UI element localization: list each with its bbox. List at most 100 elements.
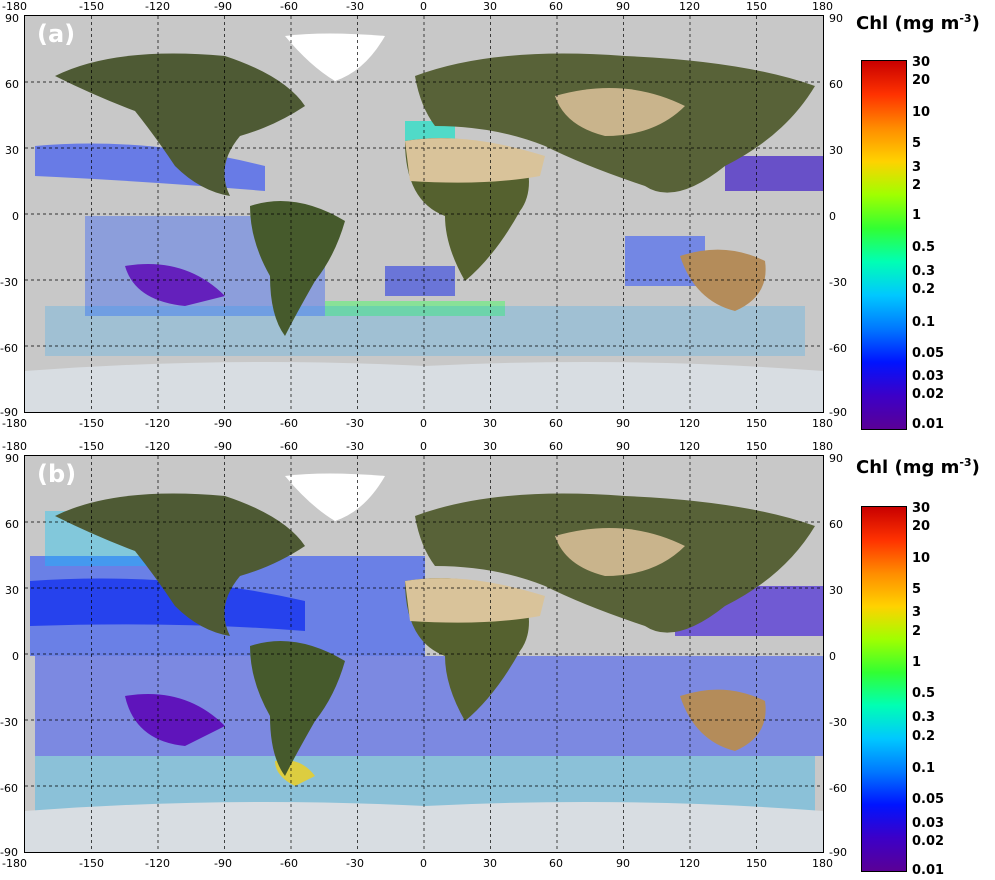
lon-tick-bottom: -30	[346, 417, 364, 430]
lon-tick-bottom: 150	[746, 857, 767, 870]
lat-tick-right: 0	[829, 650, 836, 663]
lon-tick-bottom: -120	[145, 417, 170, 430]
lat-tick-left: 90	[5, 12, 19, 25]
lon-tick-top: -60	[280, 440, 298, 453]
lon-tick-bottom: 120	[679, 857, 700, 870]
lon-tick-top: 150	[746, 440, 767, 453]
colorbar-tick: 2	[912, 178, 922, 193]
lon-tick-bottom: 30	[483, 417, 497, 430]
panel-b: (b) -180 -150 -120 -90 -60 -30 0 30 60 9…	[0, 440, 995, 880]
colorbar-tick: 5	[912, 136, 922, 151]
lat-tick-left: 90	[5, 452, 19, 465]
lon-tick-bottom: 90	[616, 417, 630, 430]
lon-tick-top: 30	[483, 440, 497, 453]
colorbar-title: Chl (mg m-3)	[856, 456, 980, 478]
colorbar-tick: 1	[912, 655, 922, 670]
lon-tick-bottom: -180	[2, 857, 27, 870]
colorbar-tick: 0.5	[912, 240, 936, 255]
lon-tick-bottom: 30	[483, 857, 497, 870]
colorbar-tick: 20	[912, 73, 931, 88]
lat-tick-left: -60	[0, 782, 18, 795]
panel-label: (b)	[37, 460, 77, 488]
lat-tick-right: -90	[829, 846, 847, 859]
lon-tick-top: -90	[214, 0, 232, 13]
lat-tick-left: -30	[0, 276, 18, 289]
colorbar	[861, 60, 907, 430]
lon-tick-bottom: -90	[214, 417, 232, 430]
lat-tick-left: 30	[5, 144, 19, 157]
lat-tick-right: -60	[829, 782, 847, 795]
lat-tick-left: -60	[0, 342, 18, 355]
lon-tick-bottom: 180	[812, 857, 833, 870]
lon-tick-bottom: -60	[280, 417, 298, 430]
colorbar-tick: 3	[912, 160, 922, 175]
colorbar-tick: 0.5	[912, 686, 936, 701]
panel-a: (a) -180 -150 -120 -90 -60 -30 0 30 60 9…	[0, 0, 980, 432]
lon-tick-top: 90	[616, 440, 630, 453]
colorbar-tick: 0.05	[912, 792, 945, 807]
map-canvas-b	[25, 456, 823, 852]
map-canvas-a	[25, 16, 823, 412]
lon-tick-top: 30	[483, 0, 497, 13]
lon-tick-top: -30	[346, 0, 364, 13]
colorbar-tick: 0.2	[912, 282, 936, 297]
continents	[25, 33, 823, 412]
lon-tick-top: -150	[79, 0, 104, 13]
lat-tick-right: -30	[829, 716, 847, 729]
colorbar-tick: 2	[912, 624, 922, 639]
colorbar-tick: 1	[912, 208, 922, 223]
lat-tick-left: 0	[12, 210, 19, 223]
chlorophyll-map-a: (a)	[24, 15, 824, 413]
lon-tick-bottom: 0	[420, 857, 427, 870]
lat-tick-right: 90	[829, 12, 843, 25]
colorbar-tick: 20	[912, 519, 931, 534]
lon-tick-bottom: -120	[145, 857, 170, 870]
lon-tick-top: 0	[420, 0, 427, 13]
lon-tick-bottom: -150	[79, 857, 104, 870]
colorbar-tick: 10	[912, 551, 931, 566]
colorbar-tick: 0.02	[912, 834, 945, 849]
colorbar-tick: 0.3	[912, 264, 936, 279]
colorbar-tick: 0.01	[912, 417, 945, 432]
lon-tick-bottom: -60	[280, 857, 298, 870]
colorbar-tick: 0.02	[912, 387, 945, 402]
lon-tick-top: 0	[420, 440, 427, 453]
lat-tick-right: 60	[829, 78, 843, 91]
lon-tick-top: 150	[746, 0, 767, 13]
lon-tick-bottom: 150	[746, 417, 767, 430]
lat-tick-right: 30	[829, 584, 843, 597]
lat-tick-left: -90	[0, 846, 18, 859]
lon-tick-top: -60	[280, 0, 298, 13]
lat-tick-left: -30	[0, 716, 18, 729]
lon-tick-top: -180	[2, 0, 27, 13]
lon-tick-bottom: 60	[549, 857, 563, 870]
lat-tick-right: 0	[829, 210, 836, 223]
colorbar-tick: 0.03	[912, 816, 945, 831]
lat-tick-right: -90	[829, 406, 847, 419]
lat-tick-left: 0	[12, 650, 19, 663]
colorbar-title: Chl (mg m-3)	[856, 12, 980, 34]
lon-tick-bottom: -180	[2, 417, 27, 430]
colorbar-tick: 0.01	[912, 863, 945, 878]
lon-tick-top: 90	[616, 0, 630, 13]
lon-tick-top: 60	[549, 440, 563, 453]
lon-tick-top: -120	[145, 440, 170, 453]
lon-tick-top: -90	[214, 440, 232, 453]
panel-label: (a)	[37, 20, 76, 48]
lon-tick-top: -180	[2, 440, 27, 453]
lon-tick-top: 120	[679, 0, 700, 13]
colorbar-tick: 5	[912, 582, 922, 597]
colorbar-tick: 0.1	[912, 761, 936, 776]
lat-tick-left: 60	[5, 78, 19, 91]
continents	[25, 473, 823, 852]
lon-tick-top: 180	[812, 0, 833, 13]
lon-tick-bottom: -150	[79, 417, 104, 430]
colorbar-tick: 0.3	[912, 710, 936, 725]
lon-tick-top: -120	[145, 0, 170, 13]
lon-tick-top: 120	[679, 440, 700, 453]
lat-tick-right: -60	[829, 342, 847, 355]
colorbar-tick: 0.2	[912, 729, 936, 744]
lon-tick-bottom: -90	[214, 857, 232, 870]
lat-tick-right: -30	[829, 276, 847, 289]
colorbar-tick: 0.05	[912, 346, 945, 361]
